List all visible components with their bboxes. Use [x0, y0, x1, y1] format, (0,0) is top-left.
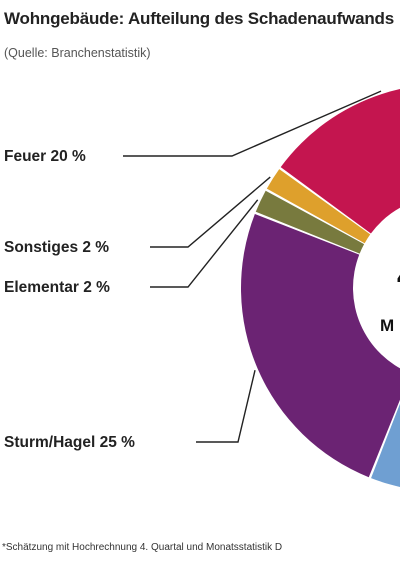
slice-label: Sonstiges 2 % [4, 239, 109, 256]
leader-line [196, 370, 256, 443]
slice-feuer [280, 89, 400, 234]
slice-label: Sturm/Hagel 25 % [4, 434, 135, 451]
footnote: *Schätzung mit Hochrechnung 4. Quartal u… [2, 542, 283, 553]
leader-line [150, 176, 271, 248]
leader-line [150, 199, 259, 288]
center-unit: M [380, 316, 394, 335]
chart-source: (Quelle: Branchenstatistik) [4, 46, 151, 60]
slice-label: Feuer 20 % [4, 148, 86, 165]
slice-sturm-hagel [241, 214, 400, 478]
slice-sonstiges [266, 169, 371, 244]
slice-label: Elementar 2 % [4, 279, 110, 296]
slice-other [371, 403, 400, 487]
leader-line [123, 90, 382, 157]
chart-title: Wohngebäude: Aufteilung des Schadenaufwa… [4, 9, 394, 28]
slice-elementar [255, 190, 365, 254]
center-value: 4 [397, 257, 400, 295]
